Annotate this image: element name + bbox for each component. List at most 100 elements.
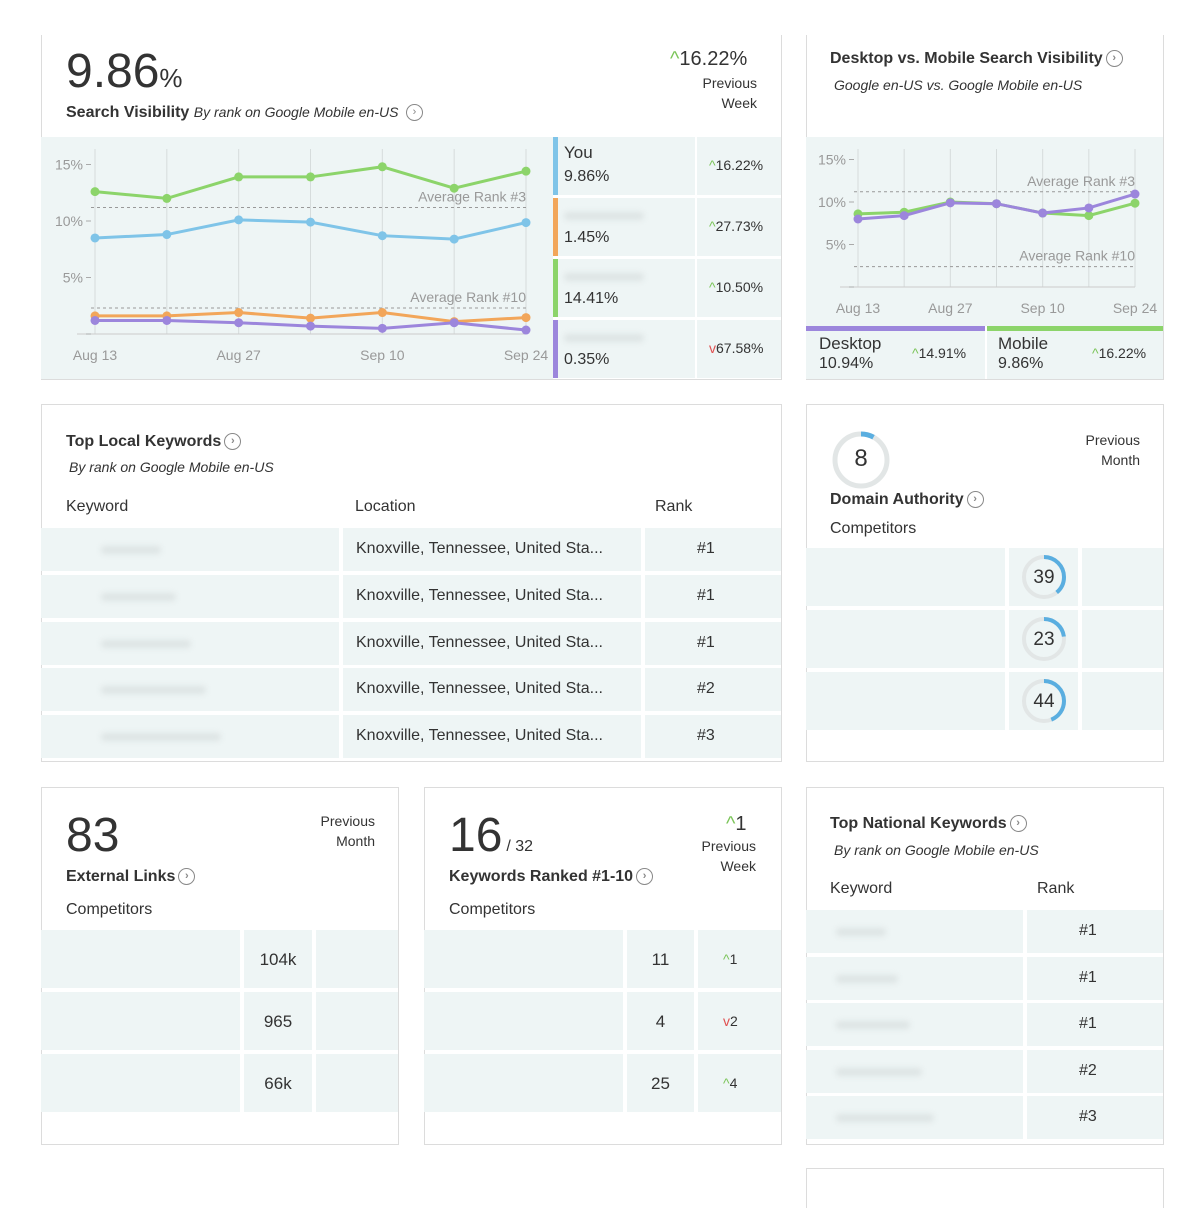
next-card: [806, 1168, 1164, 1208]
arrow-up-icon: ^: [709, 279, 716, 295]
info-icon[interactable]: ›: [1009, 815, 1027, 833]
keywords-ranked-change: ^1: [726, 813, 747, 835]
y-tick-label: 10%: [55, 213, 83, 229]
legend-change: v67.58%: [697, 320, 781, 378]
data-point: [162, 315, 172, 325]
column-header-keyword[interactable]: Keyword: [830, 880, 893, 897]
info-icon[interactable]: ›: [636, 868, 654, 886]
reference-label: Average Rank #3: [418, 188, 526, 204]
legend-color-bar: [553, 320, 558, 378]
arrow-up-icon: ^: [723, 1075, 730, 1091]
x-tick-label: Sep 24: [504, 347, 549, 363]
domain-authority-donut: [832, 431, 890, 489]
data-point: [90, 233, 100, 243]
column-header-rank[interactable]: Rank: [1037, 880, 1075, 897]
legend-change: ^10.50%: [697, 259, 781, 317]
competitor-donut: [1022, 555, 1066, 599]
data-point: [992, 199, 1001, 209]
mobile-color-bar: [987, 326, 1163, 331]
column-header-location[interactable]: Location: [355, 498, 416, 515]
local-keywords-subtitle: By rank on Google Mobile en-US: [69, 459, 274, 475]
data-point: [521, 313, 531, 323]
data-point: [234, 172, 244, 182]
data-point: [162, 193, 172, 203]
period-label: Previous Month: [1085, 432, 1140, 468]
reference-label: Average Rank #10: [410, 289, 526, 305]
competitor-donut: [1022, 679, 1066, 723]
data-point: [1130, 198, 1140, 208]
legend-item[interactable]: 1.45%: [558, 198, 695, 256]
data-point: [945, 198, 955, 208]
arrow-up-icon: ^: [709, 218, 716, 234]
data-point: [377, 162, 387, 172]
reference-label: Average Rank #3: [1027, 173, 1135, 189]
info-icon[interactable]: ›: [966, 491, 984, 509]
arrow-up-icon: ^: [709, 157, 716, 173]
data-point: [306, 313, 315, 323]
visibility-value: 9.86%: [66, 45, 183, 98]
data-point: [1084, 211, 1094, 221]
data-point: [521, 166, 531, 176]
data-point: [234, 318, 244, 328]
external-links-value: 83: [66, 809, 120, 862]
period-label: Previous Week: [702, 75, 757, 111]
data-point: [521, 325, 531, 335]
arrow-up-icon: ^: [723, 951, 730, 967]
y-tick-label: 10%: [818, 194, 846, 210]
competitors-label: Competitors: [449, 901, 536, 918]
info-icon[interactable]: ›: [224, 433, 242, 451]
data-point: [377, 231, 387, 241]
period-label: Previous Month: [320, 813, 375, 849]
data-point: [234, 215, 244, 225]
info-icon[interactable]: ›: [1105, 50, 1123, 68]
x-tick-label: Aug 27: [216, 347, 261, 363]
y-tick-label: 5%: [826, 237, 846, 253]
legend-color-bar: [553, 137, 558, 195]
data-point: [449, 318, 459, 328]
y-tick-label: 15%: [55, 157, 83, 173]
national-keywords-title: Top National Keywords ›: [830, 815, 1027, 833]
x-tick-label: Sep 10: [360, 347, 405, 363]
legend-item[interactable]: 14.41%: [558, 259, 695, 317]
data-point: [1084, 203, 1094, 213]
data-point: [377, 323, 387, 333]
column-header-rank[interactable]: Rank: [655, 498, 693, 515]
x-tick-label: Aug 27: [928, 300, 973, 316]
legend-color-bar: [553, 198, 558, 256]
data-point: [449, 183, 459, 193]
local-keywords-title: Top Local Keywords ›: [66, 433, 242, 451]
period-label: Previous Week: [701, 838, 756, 874]
data-point: [306, 217, 315, 227]
competitors-label: Competitors: [66, 901, 153, 918]
info-icon[interactable]: ›: [405, 104, 423, 122]
y-tick-label: 15%: [818, 152, 846, 168]
legend-item[interactable]: You 9.86%: [558, 137, 695, 195]
data-point: [377, 308, 387, 318]
keywords-ranked-title: Keywords Ranked #1-10 ›: [449, 868, 654, 886]
external-links-title: External Links ›: [66, 868, 196, 886]
visibility-title: Search Visibility By rank on Google Mobi…: [66, 104, 423, 122]
arrow-up-icon: ^: [670, 48, 680, 70]
desktop-mobile-subtitle: Google en-US vs. Google Mobile en-US: [834, 77, 1083, 93]
competitors-label: Competitors: [830, 520, 917, 537]
data-point: [521, 218, 531, 228]
mobile-stat: Mobile 9.86% ^16.22%: [987, 331, 1163, 379]
national-keywords-subtitle: By rank on Google Mobile en-US: [834, 842, 1039, 858]
x-tick-label: Aug 13: [836, 300, 881, 316]
data-point: [1130, 189, 1140, 199]
arrow-down-icon: v: [723, 1013, 730, 1029]
legend-item[interactable]: 0.35%: [558, 320, 695, 378]
desktop-mobile-title: Desktop vs. Mobile Search Visibility ›: [830, 50, 1123, 68]
legend-change: ^16.22%: [697, 137, 781, 195]
data-point: [1038, 208, 1048, 218]
arrow-down-icon: v: [709, 340, 716, 356]
y-tick-label: 5%: [63, 270, 83, 286]
data-point: [306, 321, 315, 331]
data-point: [90, 187, 100, 197]
x-tick-label: Aug 13: [73, 347, 118, 363]
info-icon[interactable]: ›: [178, 868, 196, 886]
column-header-keyword[interactable]: Keyword: [66, 498, 129, 515]
data-point: [853, 214, 863, 224]
x-tick-label: Sep 10: [1020, 300, 1065, 316]
data-point: [306, 172, 315, 182]
